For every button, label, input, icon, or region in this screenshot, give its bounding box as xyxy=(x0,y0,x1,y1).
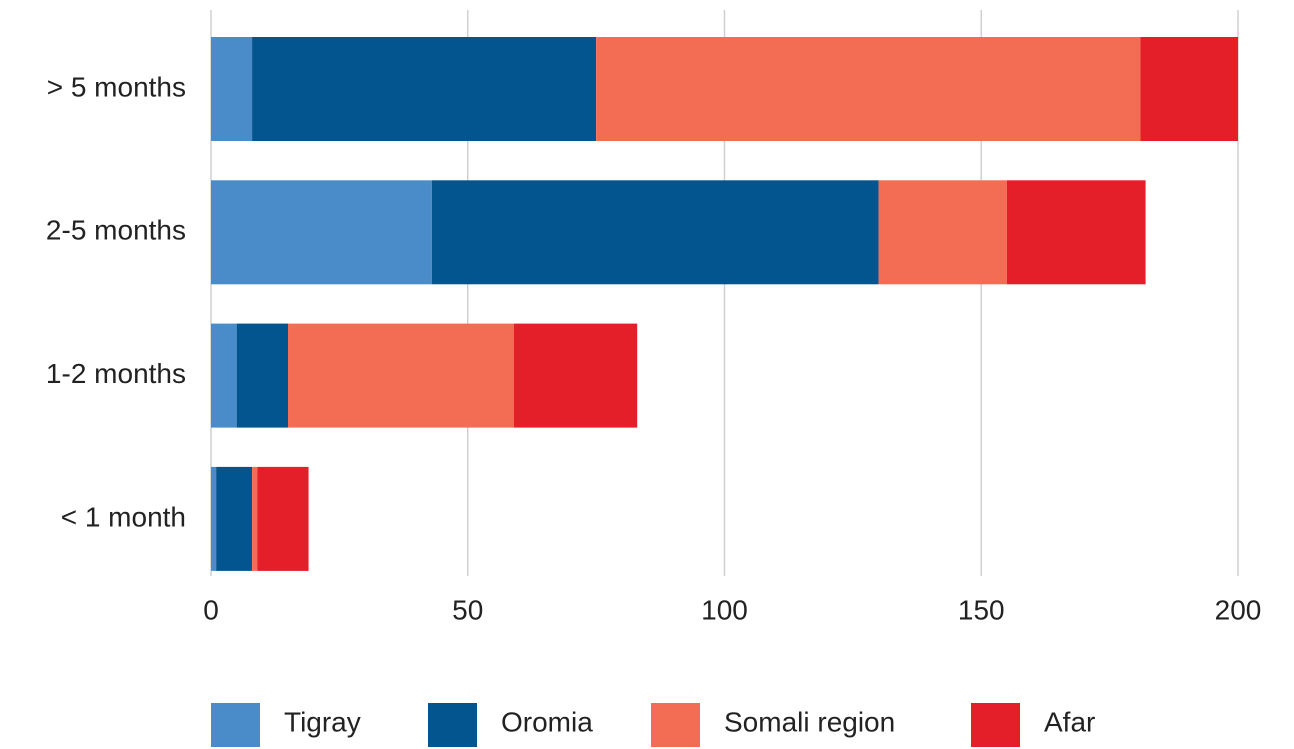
x-tick-label: 150 xyxy=(958,594,1005,625)
legend-swatch xyxy=(971,703,1020,747)
legend-swatch xyxy=(651,703,700,747)
bar-segment xyxy=(431,180,879,285)
bar-segment xyxy=(513,323,638,428)
x-tick-label: 100 xyxy=(701,594,748,625)
legend-label: Tigray xyxy=(284,706,361,737)
x-tick-label: 200 xyxy=(1215,594,1262,625)
bar-segment xyxy=(596,37,1141,141)
legend-swatch xyxy=(428,703,477,747)
bar-segment xyxy=(252,37,597,141)
y-tick-label: < 1 month xyxy=(61,501,186,532)
y-tick-label: > 5 months xyxy=(47,71,186,102)
bar-segment xyxy=(1140,37,1238,141)
legend-label: Somali region xyxy=(724,706,895,737)
legend-label: Afar xyxy=(1044,706,1095,737)
x-tick-label: 0 xyxy=(203,594,219,625)
y-tick-label: 2-5 months xyxy=(46,215,186,246)
bar-segment xyxy=(211,466,217,571)
legend-label: Oromia xyxy=(501,706,593,737)
bar-segment xyxy=(211,323,237,428)
bar-segment xyxy=(288,323,514,428)
bar-segment xyxy=(1006,180,1146,285)
bar-segment xyxy=(878,180,1007,285)
legend-swatch xyxy=(211,703,260,747)
bar-segment xyxy=(211,37,253,141)
bar-segment xyxy=(252,466,258,571)
y-tick-label: 1-2 months xyxy=(46,358,186,389)
bar-segment xyxy=(211,180,432,285)
bar-segment xyxy=(236,323,289,428)
x-tick-label: 50 xyxy=(452,594,483,625)
bar-segment xyxy=(216,466,253,571)
bar-segment xyxy=(257,466,309,571)
